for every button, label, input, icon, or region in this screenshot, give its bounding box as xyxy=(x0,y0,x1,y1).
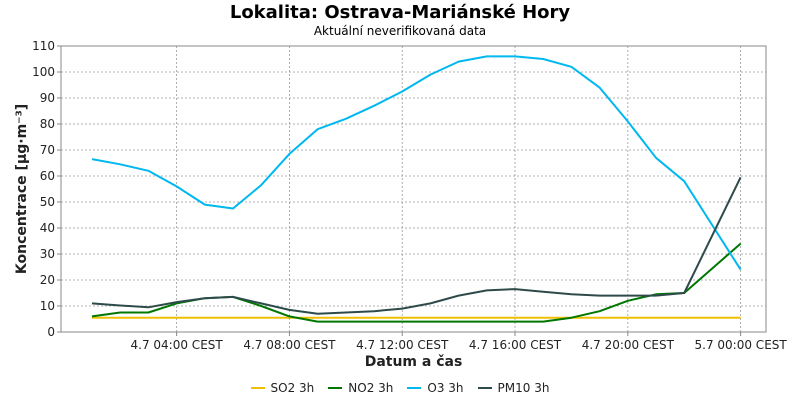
y-tick-label: 30 xyxy=(40,247,55,261)
x-tick-label: 5.7 00:00 CEST xyxy=(695,338,788,352)
series-line-pm10-3h xyxy=(91,176,742,315)
legend-label: PM10 3h xyxy=(497,381,550,395)
series-line-o3-3h xyxy=(91,55,742,271)
line-chart: 0 10 20 30 40 50 60 70 80 90 100 110 4.7 04:00 CEST… xyxy=(14,39,788,370)
y-tick-label: 110 xyxy=(32,39,55,53)
y-tick-label: 0 xyxy=(47,325,55,339)
y-axis-label: Koncentrace [µg·m⁻³] xyxy=(14,104,30,274)
legend-item: PM10 3h xyxy=(477,381,550,395)
legend-swatch xyxy=(477,387,492,389)
legend-label: SO2 3h xyxy=(270,381,315,395)
y-tick-label: 90 xyxy=(40,91,55,105)
legend-swatch xyxy=(407,387,422,389)
x-tick-label: 4.7 04:00 CEST xyxy=(131,338,224,352)
legend-swatch xyxy=(328,387,343,389)
legend-item: O3 3h xyxy=(407,381,464,395)
y-tick-label: 100 xyxy=(32,65,55,79)
y-axis-ticks: 0 10 20 30 40 50 60 70 80 90 100 110 xyxy=(32,39,61,339)
y-tick-label: 40 xyxy=(40,221,55,235)
legend-label: NO2 3h xyxy=(348,381,394,395)
series-lines xyxy=(91,55,742,323)
legend-item: NO2 3h xyxy=(328,381,393,395)
x-tick-label: 4.7 16:00 CEST xyxy=(469,338,562,352)
x-axis-ticks: 4.7 04:00 CEST 4.7 08:00 CEST 4.7 12:00 CE… xyxy=(131,332,788,352)
chart-legend: SO2 3h NO2 3h O3 3h PM10 3h xyxy=(0,381,800,395)
plot-area xyxy=(60,45,767,333)
y-tick-label: 10 xyxy=(40,299,55,313)
y-tick-label: 20 xyxy=(40,273,55,287)
y-tick-label: 50 xyxy=(40,195,55,209)
x-axis-label: Datum a čas xyxy=(365,354,463,370)
legend-item: SO2 3h xyxy=(250,381,315,395)
y-tick-label: 80 xyxy=(40,117,55,131)
x-tick-label: 4.7 08:00 CEST xyxy=(243,338,336,352)
x-tick-label: 4.7 20:00 CEST xyxy=(582,338,675,352)
x-tick-label: 4.7 12:00 CEST xyxy=(356,338,449,352)
legend-label: O3 3h xyxy=(427,381,464,395)
legend-swatch xyxy=(250,387,265,389)
chart-title: Lokalita: Ostrava-Mariánské Hory xyxy=(229,2,571,23)
chart-subtitle: Aktuální neverifikovaná data xyxy=(313,24,487,38)
series-line-no2-3h xyxy=(91,242,742,323)
y-tick-label: 70 xyxy=(40,143,55,157)
grid-lines xyxy=(61,46,766,332)
y-tick-label: 60 xyxy=(40,169,55,183)
